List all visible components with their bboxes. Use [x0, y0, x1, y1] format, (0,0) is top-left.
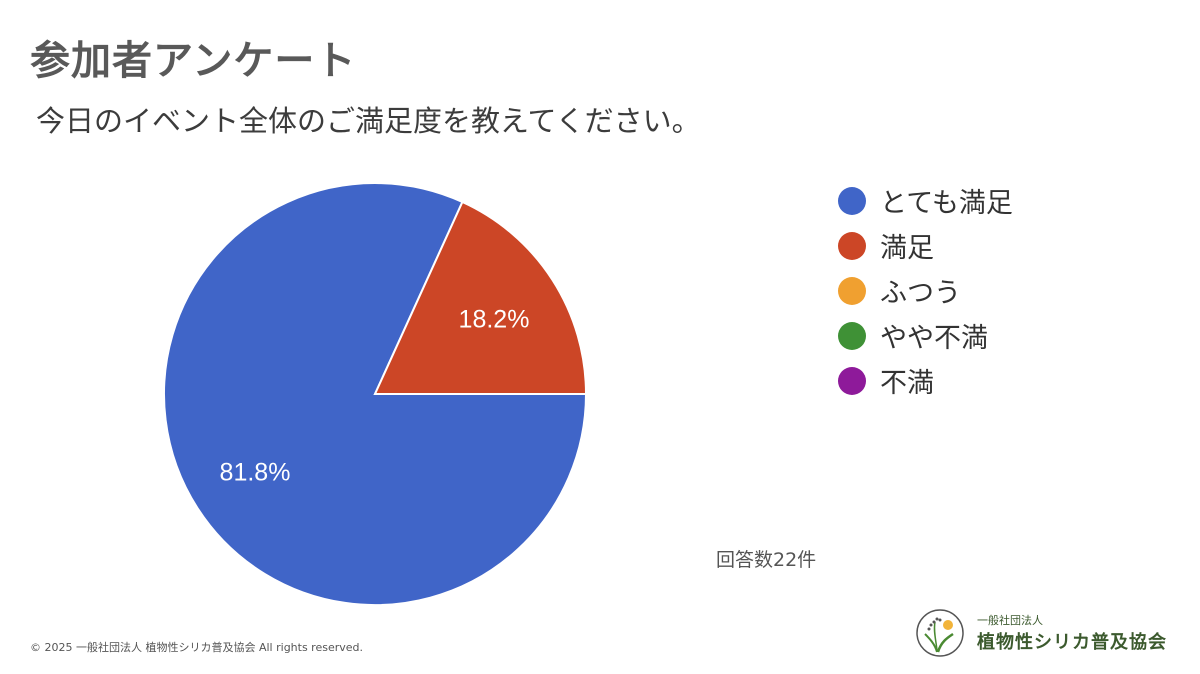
- legend-label: やや不満: [880, 323, 988, 354]
- legend-dot-icon: [838, 186, 866, 215]
- chart-legend: とても満足 満足 ふつう やや不満 不満: [838, 178, 1013, 403]
- organization-logo: 一般社団法人 植物性シリカ普及協会: [915, 608, 1167, 658]
- copyright-text: © 2025 一般社団法人 植物性シリカ普及協会 All rights rese…: [30, 641, 364, 654]
- legend-item-somewhat-dissatisfied[interactable]: やや不満: [838, 313, 1013, 358]
- slice-label-satisfied: 18.2%: [458, 305, 530, 334]
- legend-label: 満足: [880, 233, 934, 264]
- pie-slice-very-satisfied[interactable]: [163, 182, 588, 606]
- legend-item-very-satisfied[interactable]: とても満足: [838, 178, 1013, 223]
- legend-item-neutral[interactable]: ふつう: [838, 268, 1013, 313]
- page-title: 参加者アンケート: [30, 38, 357, 84]
- rice-plant-sun-icon: [916, 609, 964, 657]
- legend-label: とても満足: [880, 188, 1013, 219]
- legend-label: 不満: [880, 368, 934, 399]
- legend-dot-icon: [838, 231, 866, 260]
- logo-subtitle: 一般社団法人: [977, 614, 1043, 627]
- logo-name: 植物性シリカ普及協会: [977, 632, 1167, 653]
- slice-label-very-satisfied: 81.8%: [219, 458, 291, 487]
- legend-dot-icon: [838, 366, 866, 395]
- response-count: 回答数22件: [716, 549, 817, 571]
- pie-slice-satisfied[interactable]: [373, 200, 588, 395]
- legend-dot-icon: [838, 321, 866, 350]
- legend-item-satisfied[interactable]: 満足: [838, 223, 1013, 268]
- legend-dot-icon: [838, 276, 866, 305]
- legend-item-dissatisfied[interactable]: 不満: [838, 358, 1013, 403]
- survey-question: 今日のイベント全体のご満足度を教えてください。: [36, 104, 701, 138]
- legend-label: ふつう: [880, 278, 961, 309]
